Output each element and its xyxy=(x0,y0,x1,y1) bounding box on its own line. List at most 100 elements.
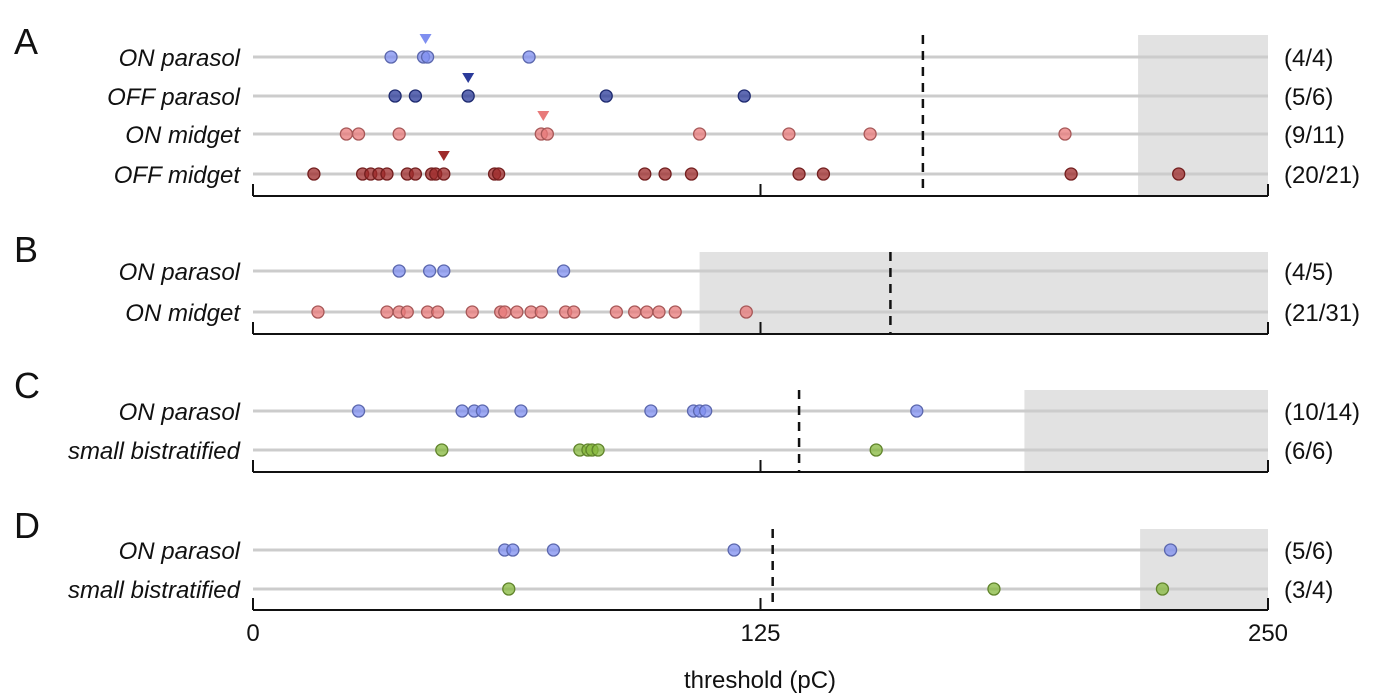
panel-c-small-bistratified-point xyxy=(435,443,449,457)
panel-c-letter: C xyxy=(14,365,40,406)
panel-a-on-midget-label: ON midget xyxy=(125,122,241,149)
panel-b-on-midget-point xyxy=(668,305,682,319)
panel-b-on-midget-label: ON midget xyxy=(125,300,241,327)
panel-d-small-bistratified-point xyxy=(1155,582,1170,596)
panel-a-on-parasol-ratio: (4/4) xyxy=(1284,45,1333,72)
panel-d-letter: D xyxy=(14,505,40,546)
x-tick-label: 125 xyxy=(740,620,780,647)
panel-c-small-bistratified-ratio: (6/6) xyxy=(1284,438,1333,465)
panel-c-on-parasol-point xyxy=(514,404,528,418)
panel-c-small-bistratified-point xyxy=(869,443,883,457)
panel-a-off-midget-point xyxy=(638,167,652,181)
panel-c-on-parasol-point xyxy=(351,404,366,418)
panel-a-off-parasol-point xyxy=(461,89,475,103)
panel-b-on-midget-ratio: (21/31) xyxy=(1284,300,1360,327)
panel-a-on-midget-point xyxy=(692,127,707,141)
panel-d-on-parasol-point xyxy=(506,543,520,557)
panel-a-off-midget-point xyxy=(307,167,321,181)
x-tick-label: 250 xyxy=(1248,620,1288,647)
panel-b-on-parasol-point xyxy=(437,264,451,278)
panel-b-on-midget-point xyxy=(627,305,642,319)
panel-a-off-parasol-point xyxy=(737,89,751,103)
panel-d-on-parasol-point xyxy=(546,543,561,557)
panel-a-off-parasol-label: OFF parasol xyxy=(107,84,241,111)
panel-a-on-parasol-point xyxy=(384,50,398,64)
panel-a-off-parasol-point xyxy=(388,89,402,103)
panel-a-on-midget-point xyxy=(782,127,796,141)
x-axis-title: threshold (pC) xyxy=(684,667,836,694)
panel-b-on-midget-point xyxy=(311,305,325,319)
panel-a-on-midget-point xyxy=(540,127,554,141)
panel-a-off-midget-point xyxy=(380,167,394,181)
panel-b-on-midget-point xyxy=(652,305,666,319)
panel-a-off-parasol-median-marker xyxy=(462,73,475,83)
panel-c-on-parasol-ratio: (10/14) xyxy=(1284,399,1360,426)
panel-b-on-midget-point xyxy=(380,305,394,319)
panel-a-on-midget-median-marker xyxy=(537,111,550,121)
panel-a-off-midget-label: OFF midget xyxy=(114,162,242,189)
panel-a-off-parasol-ratio: (5/6) xyxy=(1284,84,1333,111)
panel-a-on-parasol-label: ON parasol xyxy=(119,45,241,72)
panel-a-off-midget-point xyxy=(658,167,672,181)
panel-b-on-midget-point xyxy=(640,305,654,319)
panel-a-off-midget-point xyxy=(684,167,699,181)
panel-b-on-midget-point xyxy=(609,305,624,319)
panel-d-on-parasol-point xyxy=(727,543,741,557)
panel-c-on-parasol-point xyxy=(475,404,490,418)
panel-c-small-bistratified-point xyxy=(591,443,605,457)
panel-a-on-midget-ratio: (9/11) xyxy=(1284,122,1345,149)
panel-d-on-parasol-ratio: (5/6) xyxy=(1284,538,1333,565)
panel-d-on-parasol-point xyxy=(1163,543,1178,557)
panel-a-letter: A xyxy=(14,21,38,62)
panel-a-on-midget-point xyxy=(339,127,354,141)
panel-b-on-midget-point xyxy=(465,305,479,319)
panel-c-on-parasol-point xyxy=(699,404,713,418)
panel-c-on-parasol-point xyxy=(455,404,469,418)
panel-a-on-midget-point xyxy=(351,127,366,141)
panel-a-off-parasol-point xyxy=(408,89,423,103)
panel-b-on-midget-point xyxy=(534,305,548,319)
panel-a-on-midget-point xyxy=(392,127,406,141)
panel-b-on-parasol-label: ON parasol xyxy=(119,259,241,286)
panel-c-on-parasol-point xyxy=(910,404,924,418)
panel-a-off-midget-point xyxy=(408,167,423,181)
panel-c-shaded-region xyxy=(1024,390,1268,472)
panel-a-off-midget-point xyxy=(437,167,451,181)
panel-b-letter: B xyxy=(14,229,38,270)
panel-d-shaded-region xyxy=(1140,529,1268,610)
panel-d-small-bistratified-label: small bistratified xyxy=(68,577,241,604)
panel-b-on-midget-point xyxy=(498,305,512,319)
panel-a-off-midget-point xyxy=(792,167,806,181)
panel-a-off-midget-point xyxy=(1172,167,1186,181)
panel-a-on-parasol-point xyxy=(522,50,536,64)
panel-b-on-midget-point xyxy=(431,305,445,319)
panel-b-on-midget-point xyxy=(739,305,753,319)
panel-b-on-parasol-point xyxy=(556,264,571,278)
panel-d-small-bistratified-point xyxy=(987,582,1001,596)
panel-a-off-midget-point xyxy=(1064,167,1078,181)
panel-d-on-parasol-label: ON parasol xyxy=(119,538,241,565)
panel-b-on-midget-point xyxy=(510,305,524,319)
panel-d-small-bistratified-point xyxy=(502,582,516,596)
panel-b-on-parasol-point xyxy=(422,264,437,278)
panel-a-shaded-region xyxy=(1138,35,1268,196)
panel-a-on-parasol-median-marker xyxy=(419,34,432,44)
panel-c-on-parasol-label: ON parasol xyxy=(119,399,241,426)
panel-a-on-parasol-point xyxy=(420,50,435,64)
panel-b-on-parasol-point xyxy=(392,264,406,278)
panel-a-off-midget-median-marker xyxy=(437,151,450,161)
panel-a-off-midget-point xyxy=(491,167,506,181)
x-tick-label: 0 xyxy=(246,620,259,647)
panel-a-on-midget-point xyxy=(1058,127,1072,141)
panel-a-off-parasol-point xyxy=(599,89,613,103)
panel-c-on-parasol-point xyxy=(644,404,658,418)
panel-c-small-bistratified-label: small bistratified xyxy=(68,438,241,465)
panel-a-off-midget-ratio: (20/21) xyxy=(1284,162,1360,189)
panel-b-on-midget-point xyxy=(567,305,581,319)
panel-d-small-bistratified-ratio: (3/4) xyxy=(1284,577,1333,604)
panel-b-shaded-region xyxy=(699,252,1268,334)
panel-a-on-midget-point xyxy=(863,127,877,141)
panel-b-on-parasol-ratio: (4/5) xyxy=(1284,259,1333,286)
panel-a-off-midget-point xyxy=(816,167,831,181)
